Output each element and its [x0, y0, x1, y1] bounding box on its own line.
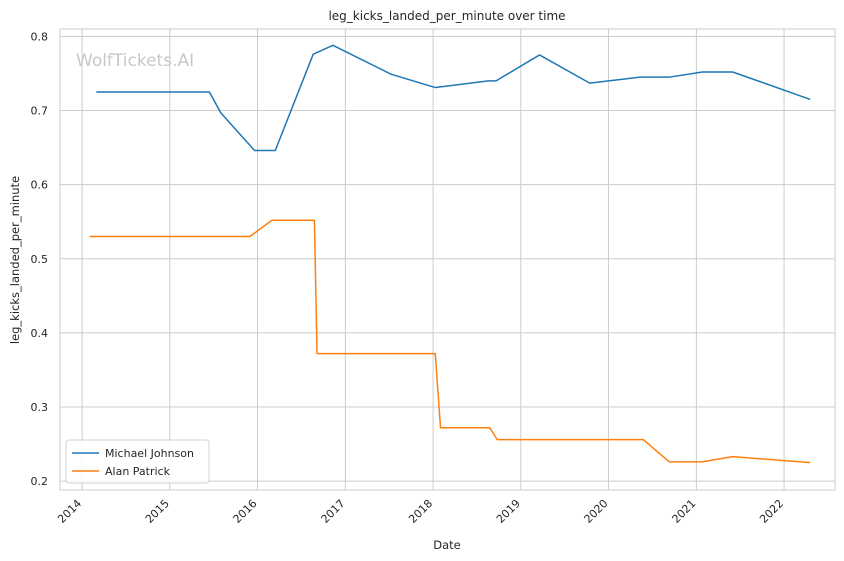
plot-area — [59, 28, 836, 491]
y-tick-label-0-7: 0.7 — [31, 105, 49, 118]
series-line-alan-patrick — [89, 219, 811, 464]
watermark: WolfTickets.AI — [76, 51, 194, 71]
y-tick-label-0-3: 0.3 — [31, 401, 49, 414]
chart-title: leg_kicks_landed_per_minute over time — [328, 9, 565, 23]
y-tick-labels: 0.2 0.3 0.4 0.5 0.6 0.7 0.8 — [31, 30, 49, 488]
x-tick-label-2017: 2017 — [319, 497, 348, 526]
x-tick-label-2015: 2015 — [143, 497, 172, 526]
x-tick-label-2019: 2019 — [494, 497, 523, 526]
y-tick-label-0-2: 0.2 — [31, 475, 49, 488]
x-tick-label-2016: 2016 — [231, 497, 260, 526]
y-tick-label-0-8: 0.8 — [31, 30, 49, 43]
x-tick-label-2021: 2021 — [670, 497, 699, 526]
y-tick-label-0-5: 0.5 — [31, 253, 49, 266]
x-axis-title: Date — [433, 538, 461, 552]
x-tick-label-2020: 2020 — [582, 497, 611, 526]
legend-label-alan-patrick: Alan Patrick — [105, 465, 171, 478]
y-axis-title: leg_kicks_landed_per_minute — [8, 176, 22, 344]
x-tick-label-2014: 2014 — [55, 497, 84, 526]
y-tick-label-0-4: 0.4 — [31, 327, 49, 340]
legend-box — [65, 439, 210, 484]
x-tick-labels: 2014 2015 2016 2017 2018 2019 2020 2021 2022 — [55, 497, 786, 526]
legend-label-michael-johnson: Michael Johnson — [105, 447, 194, 460]
y-tick-label-0-6: 0.6 — [31, 179, 49, 192]
series-lines — [89, 44, 811, 464]
series-line-michael-johnson — [96, 44, 811, 152]
gridlines — [60, 29, 835, 490]
legend: Michael Johnson Alan Patrick — [65, 439, 210, 484]
x-tick-label-2022: 2022 — [757, 497, 786, 526]
x-tick-label-2018: 2018 — [406, 497, 435, 526]
